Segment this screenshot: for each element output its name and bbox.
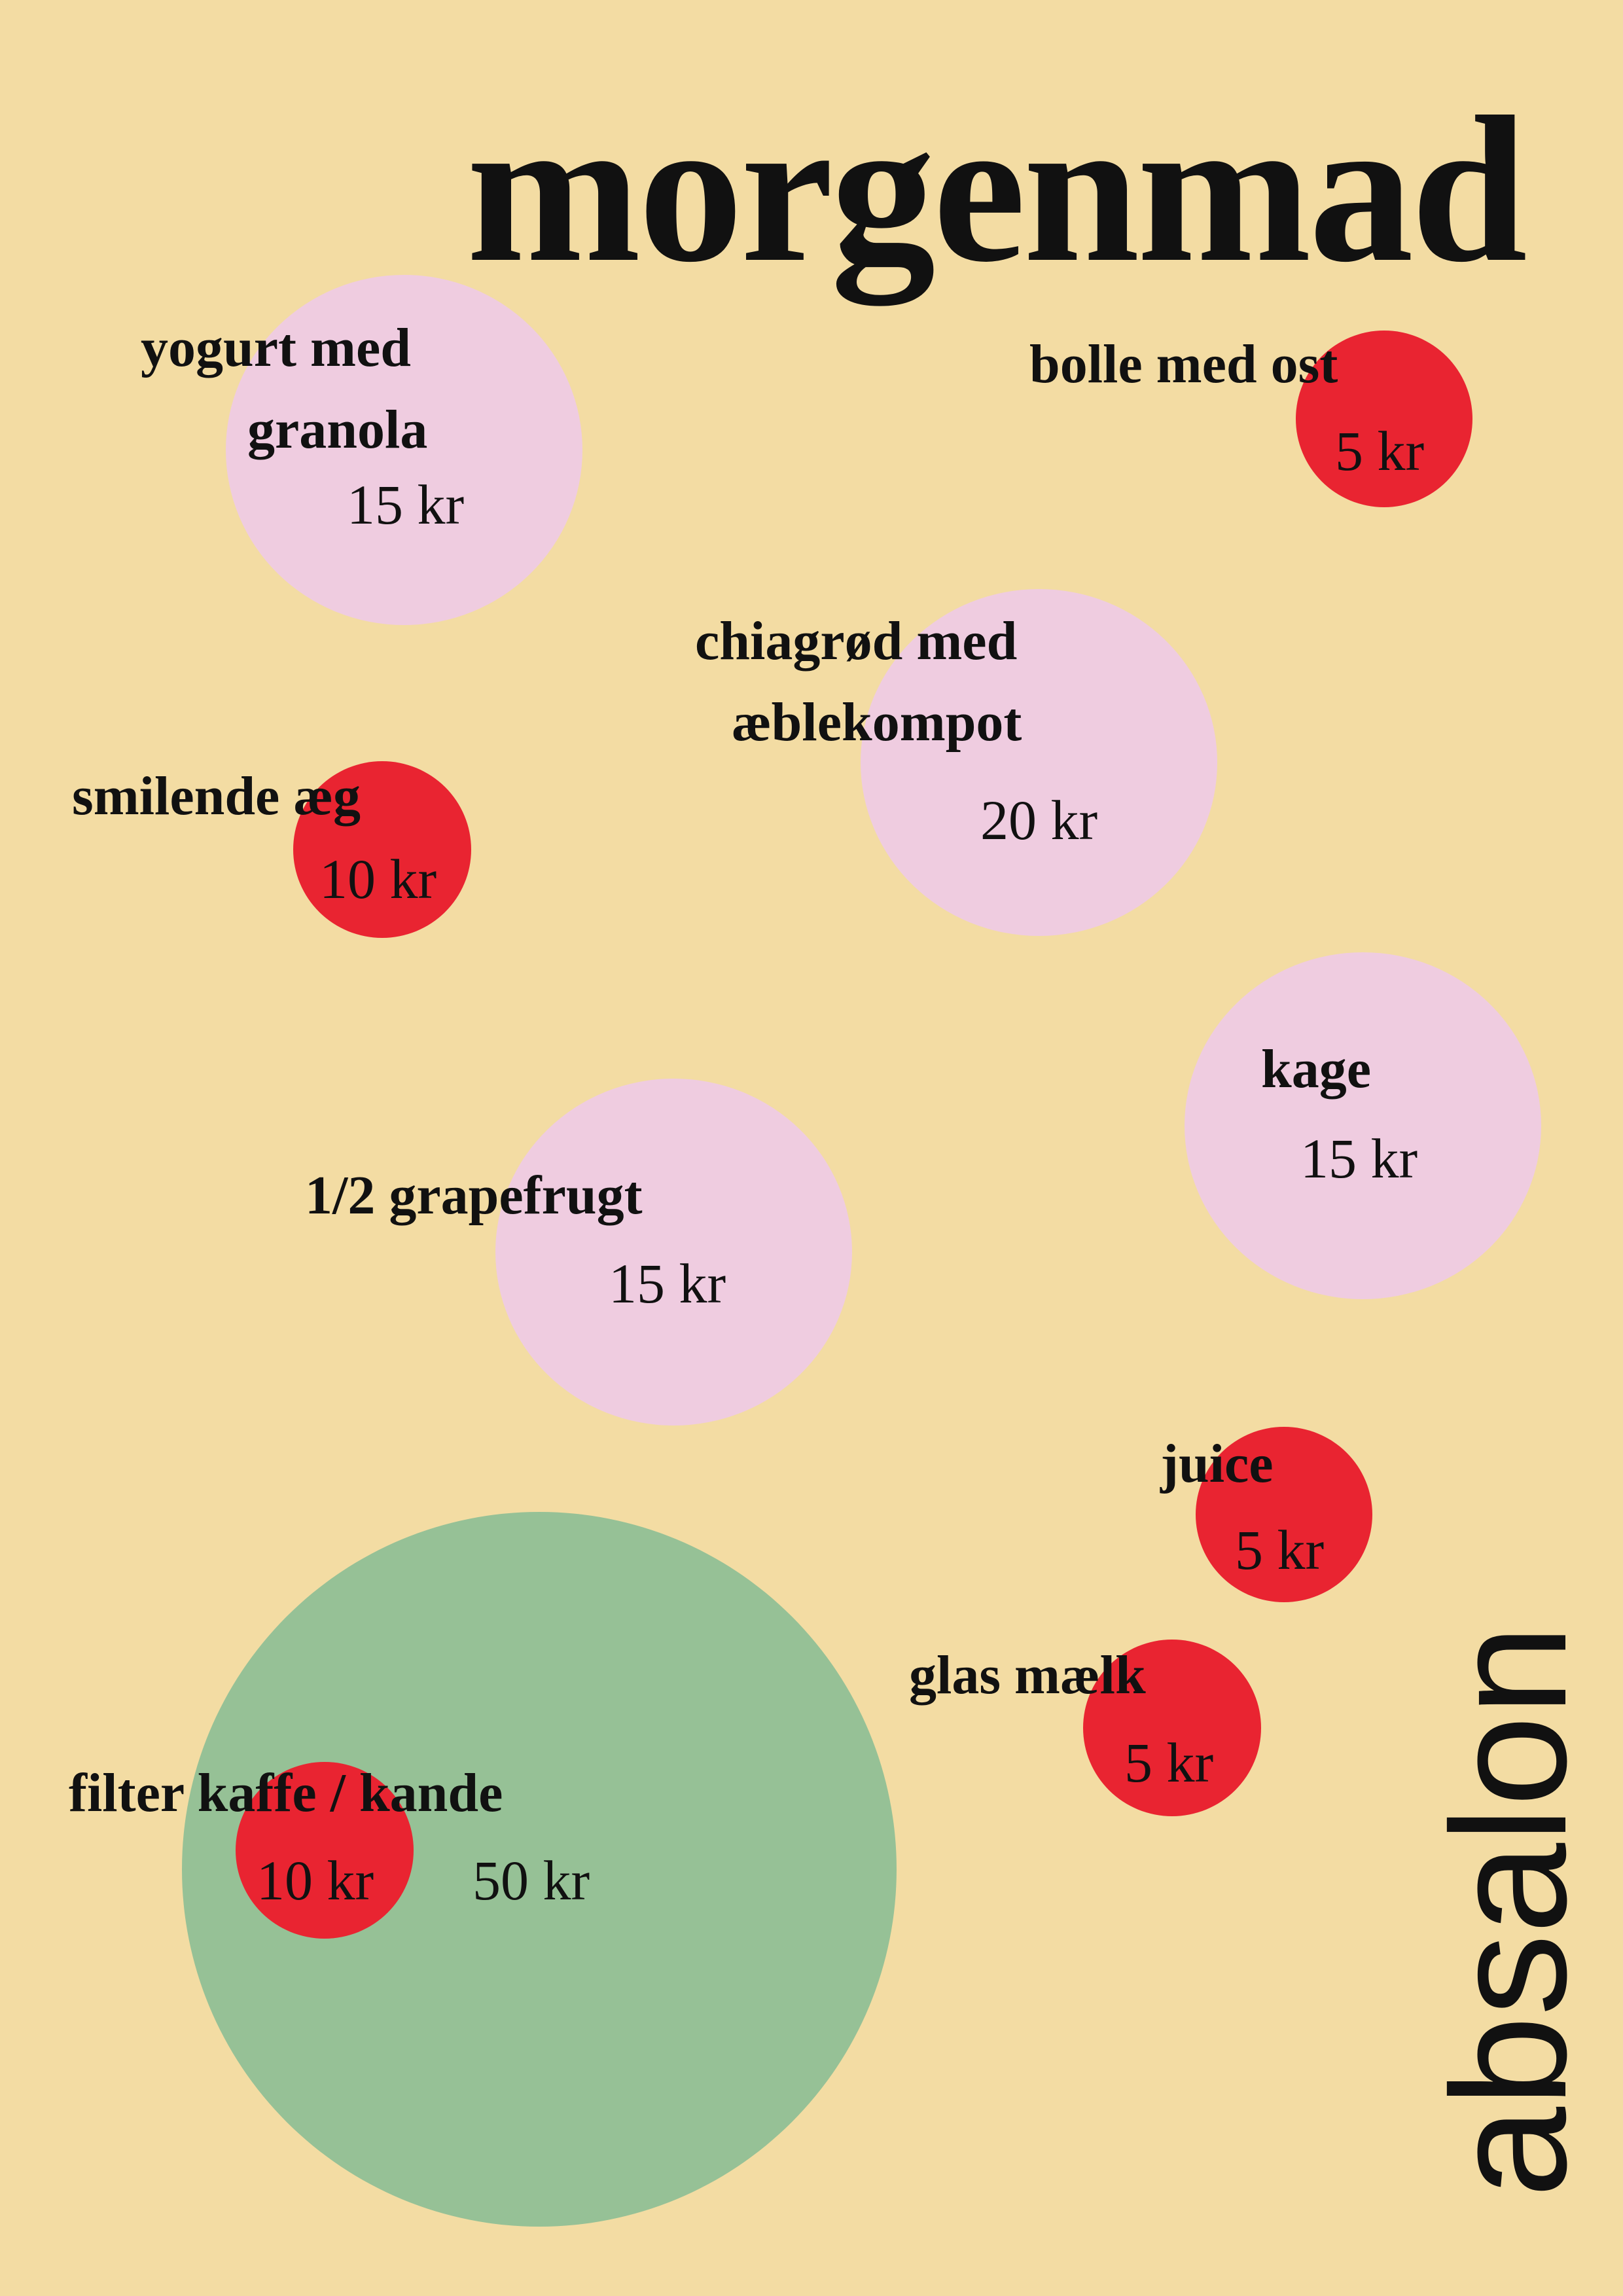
aeg-price: 10 kr [319, 848, 437, 910]
juice-circle [1196, 1427, 1372, 1602]
juice-price: 5 kr [1235, 1518, 1325, 1581]
kage-circle [1185, 952, 1541, 1299]
chia-circle [861, 589, 1217, 936]
juice-name: juice [1160, 1433, 1274, 1494]
grapefrugt-name: 1/2 grapefrugt [305, 1165, 643, 1226]
yogurt-circle [226, 275, 582, 625]
yogurt-price: 15 kr [347, 473, 465, 536]
aeg-circle [293, 761, 471, 938]
kage-name: kage [1261, 1039, 1371, 1100]
aeg-name: smilende æg [72, 766, 361, 827]
kaffe-cup-price: 10 kr [257, 1849, 374, 1912]
bolle-circle [1296, 331, 1472, 507]
kaffe-name: filter kaffe / kande [69, 1763, 503, 1823]
yogurt-name-line2: granola [247, 399, 428, 460]
grapefrugt-circle [495, 1079, 852, 1426]
kage-price: 15 kr [1300, 1127, 1418, 1190]
brand-logo-text: absalon [1418, 1624, 1600, 2198]
page-title: morgenmad [466, 74, 1527, 306]
chia-name-line1: chiagrød med [695, 611, 1018, 672]
grapefrugt-price: 15 kr [609, 1252, 726, 1315]
chia-name-line2: æblekompot [732, 692, 1022, 753]
maelk-price: 5 kr [1124, 1731, 1214, 1794]
maelk-circle [1083, 1640, 1261, 1816]
kaffe-pot-price: 50 kr [473, 1849, 590, 1912]
kaffe-cup-circle [236, 1762, 414, 1939]
maelk-name: glas mælk [909, 1645, 1146, 1706]
yogurt-name-line1: yogurt med [141, 317, 411, 378]
chia-price: 20 kr [980, 789, 1098, 852]
bolle-name: bolle med ost [1029, 334, 1338, 395]
bolle-price: 5 kr [1335, 420, 1425, 482]
